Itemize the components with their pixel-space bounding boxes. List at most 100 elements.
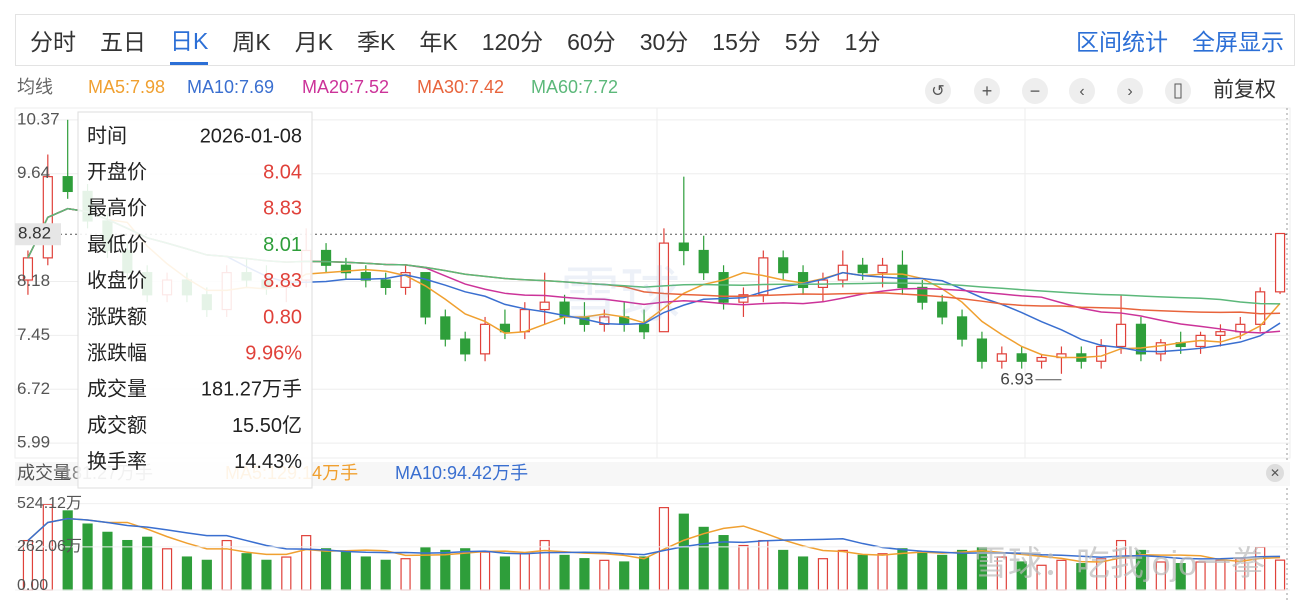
volume-bar (897, 548, 908, 591)
volume-bar (877, 553, 888, 591)
tab[interactable]: 五日 (100, 29, 146, 55)
watermark: 雪球：吃我jojo一拳 (974, 545, 1265, 583)
volume-bar (698, 526, 709, 591)
candle-body (956, 316, 968, 340)
icon: ‹ (1079, 83, 1084, 100)
ma-legend: MA60:7.72 (531, 77, 618, 97)
candle-body (420, 272, 431, 318)
candle-body (718, 272, 729, 303)
center-watermark: 雪球 (560, 262, 680, 329)
volume-bar (161, 548, 173, 591)
close-button[interactable] (1266, 464, 1284, 482)
volume-bar (1274, 559, 1286, 591)
volume-bar (619, 561, 630, 591)
candle-body (1235, 323, 1246, 333)
y-tick-label: 7.45 (17, 325, 50, 344)
volume-bar (400, 558, 411, 591)
candle-body (877, 264, 888, 274)
tab[interactable]: 年K (419, 29, 458, 55)
candle-body (440, 316, 451, 340)
right-button[interactable] (1117, 78, 1143, 104)
tooltip-value: 8.83 (263, 198, 302, 220)
tab[interactable]: 120分 (481, 29, 544, 55)
candle-body (857, 264, 868, 274)
tool-tab[interactable]: 全屏显示 (1192, 29, 1284, 55)
volume-tick-label: 524.12万 (17, 495, 82, 512)
low-annotation: 6.93 (1000, 369, 1033, 388)
volume-bar (460, 548, 471, 591)
candle-body (1115, 323, 1127, 348)
volume-bar (360, 556, 371, 591)
volume-bar (778, 549, 789, 591)
volume-bar (380, 559, 391, 591)
tooltip-box (77, 111, 313, 489)
tab[interactable]: 15分 (712, 29, 761, 55)
candle-body (1274, 232, 1286, 293)
volume-bar (519, 553, 530, 591)
volume-bar (599, 559, 610, 591)
volume-bar (82, 523, 93, 591)
y-tick-label: 8.18 (17, 271, 50, 290)
tooltip-value: 181.27万手 (201, 378, 302, 401)
volume-bar (440, 549, 451, 591)
tooltip-value: 0.80 (263, 306, 302, 328)
volume-bar (956, 549, 968, 591)
candle-body (1255, 291, 1266, 325)
candle-body (62, 176, 73, 193)
tooltip-value: 8.01 (263, 234, 302, 256)
tooltip-value: 14.43% (234, 451, 302, 473)
current-price-label: 8.82 (18, 224, 51, 243)
volume-bar (181, 556, 193, 591)
tooltip-value: 15.50亿 (232, 414, 302, 437)
volume-bar (937, 554, 948, 591)
undo-button[interactable] (925, 78, 951, 104)
candle-body (519, 308, 530, 333)
zoom-in-button[interactable] (974, 78, 1000, 104)
tooltip-label: 换手率 (87, 450, 147, 473)
volume-tick-label: 0.00 (17, 577, 48, 594)
volume-bar (758, 539, 769, 591)
candle-body (539, 301, 550, 311)
candle-type-button[interactable] (1165, 78, 1191, 104)
candle-body (400, 272, 411, 289)
volume-tick-label: 262.06万 (17, 538, 82, 555)
tab[interactable]: 季K (357, 29, 396, 55)
candle-body (976, 338, 988, 362)
tab[interactable]: 30分 (639, 29, 689, 55)
tool-tab[interactable]: 区间统计 (1076, 29, 1168, 55)
candle-body (479, 323, 491, 355)
tooltip-label: 最高价 (87, 197, 147, 220)
tab[interactable]: 60分 (567, 29, 616, 55)
tab[interactable]: 分时 (30, 29, 76, 55)
volume-bar (817, 558, 829, 591)
adjust-label[interactable]: 前复权 (1213, 79, 1276, 102)
volume-bar (340, 551, 352, 591)
tab[interactable]: 周K (232, 29, 271, 55)
volume-bar (221, 539, 232, 591)
left-button[interactable] (1069, 78, 1095, 104)
tooltip-label: 成交量 (87, 378, 147, 401)
volume-bar (122, 539, 133, 591)
tooltip-label: 收盘价 (87, 269, 147, 292)
volume-bar (638, 556, 650, 591)
icon: › (1127, 83, 1132, 100)
volume-legend: MA10:94.42万手 (395, 463, 528, 483)
candle-body (797, 272, 809, 289)
ma-title: 均线 (17, 77, 53, 97)
volume-bar (142, 536, 153, 591)
icon: ✕ (1270, 466, 1280, 480)
zoom-out-button[interactable] (1022, 78, 1048, 104)
icon: + (982, 81, 993, 101)
tab[interactable]: 1分 (844, 29, 881, 55)
candle-body (1096, 345, 1107, 362)
tab[interactable]: 月K (294, 29, 334, 55)
volume-bar (539, 539, 550, 591)
icon: − (1030, 81, 1041, 101)
volume-bar (718, 535, 729, 591)
tab[interactable]: 5分 (784, 29, 821, 55)
tab[interactable]: 日K (170, 16, 209, 65)
candle-body (1036, 356, 1047, 362)
ma-legend: MA5:7.98 (88, 77, 165, 97)
candle-body (937, 301, 948, 318)
ma-legend: MA20:7.52 (302, 77, 389, 97)
